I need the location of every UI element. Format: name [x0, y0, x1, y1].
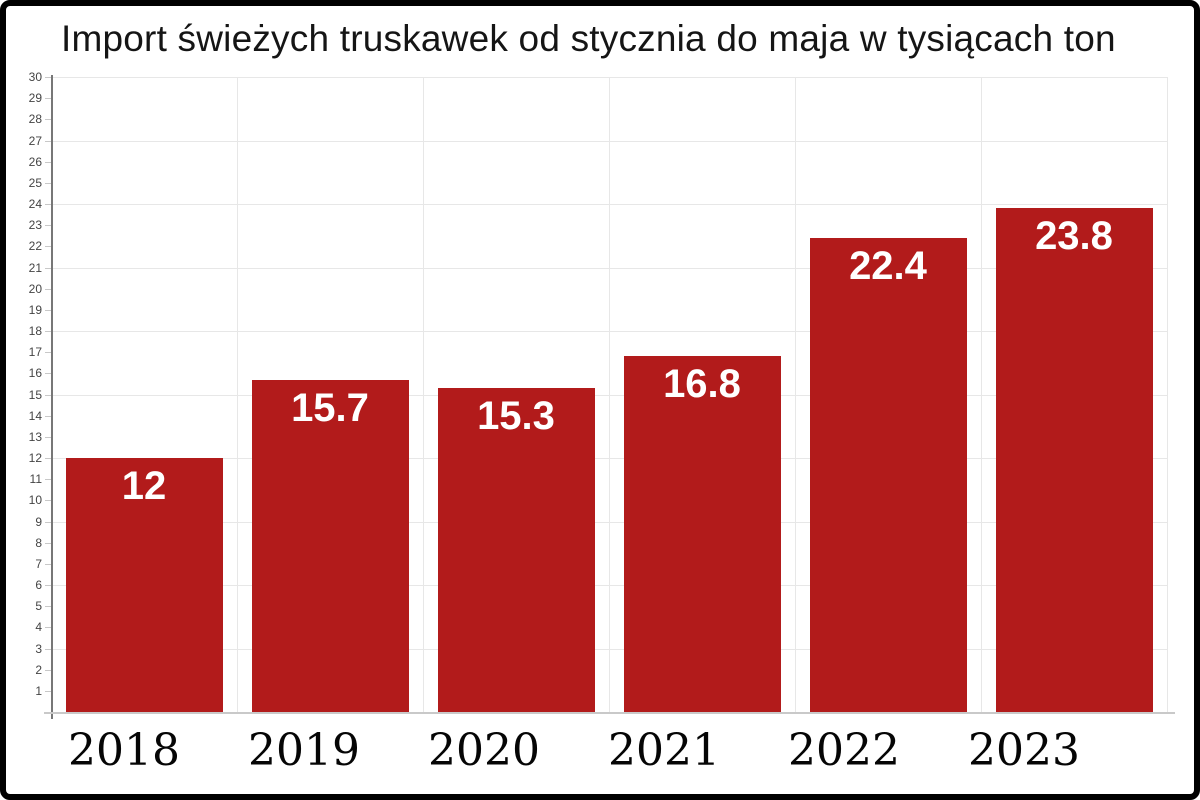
y-tick-label: 11 — [29, 472, 42, 487]
y-tick-label: 27 — [28, 133, 42, 148]
y-tick-label: 1 — [35, 683, 42, 698]
y-tick — [45, 415, 51, 417]
y-tick-label: 29 — [28, 91, 42, 106]
bar-value-label: 15.7 — [291, 385, 369, 430]
bar-2021 — [623, 356, 781, 712]
v-gridline — [1167, 77, 1168, 712]
bar-2018 — [65, 458, 223, 712]
y-tick — [45, 77, 51, 78]
y-tick-label: 10 — [28, 493, 42, 508]
bar-2019 — [251, 379, 409, 712]
y-tick — [45, 204, 51, 205]
y-tick — [45, 458, 51, 459]
v-gridline — [423, 77, 424, 712]
x-tick-label-2018: 2018 — [68, 725, 180, 776]
x-axis-labels: 2018 2019 2020 2021 2022 2023 — [34, 720, 1114, 790]
y-tick — [45, 500, 51, 502]
y-tick — [45, 331, 51, 332]
bar-2023 — [995, 208, 1153, 712]
y-tick-label: 25 — [28, 175, 42, 190]
y-tick — [45, 309, 51, 311]
y-tick-label: 22 — [28, 239, 42, 254]
y-tick — [45, 690, 51, 692]
x-axis-line — [44, 712, 1175, 714]
v-gridline — [981, 77, 982, 712]
y-tick-label: 20 — [28, 281, 42, 296]
v-gridline — [237, 77, 238, 712]
y-tick — [45, 225, 51, 227]
y-tick — [45, 585, 51, 586]
y-tick-label: 21 — [28, 260, 42, 275]
y-tick-label: 19 — [28, 302, 42, 317]
y-tick-label: 14 — [28, 408, 42, 423]
y-tick-label: 9 — [35, 514, 42, 529]
y-tick — [45, 521, 51, 523]
x-tick-label-2019: 2019 — [248, 725, 360, 776]
x-tick-label-2020: 2020 — [428, 725, 540, 776]
y-tick — [45, 627, 51, 629]
y-tick-label: 12 — [28, 451, 42, 465]
x-tick-label-2023: 2023 — [968, 725, 1080, 776]
y-tick-label: 6 — [35, 578, 42, 592]
x-tick-label-2021: 2021 — [608, 725, 720, 776]
y-tick-label: 26 — [28, 154, 42, 169]
y-axis-line — [51, 75, 53, 719]
y-tick-label: 15 — [28, 387, 42, 402]
y-tick — [45, 161, 51, 163]
y-tick-label: 16 — [28, 366, 42, 381]
chart-title: Import świeżych truskawek od stycznia do… — [61, 18, 1116, 59]
y-tick — [45, 98, 51, 100]
y-tick — [45, 563, 51, 565]
y-tick — [45, 606, 51, 608]
bar-value-label: 16.8 — [663, 362, 741, 407]
y-tick-label: 30 — [28, 70, 42, 84]
plot-area: 1 2 3 4 5 6 7 8 9 10 11 12 13 14 15 16 17 18 19 20 21 22 23 24 2… — [6, 6, 1194, 794]
y-tick-label: 28 — [28, 112, 42, 127]
v-gridline — [795, 77, 796, 712]
bar-2020 — [437, 388, 595, 712]
y-tick — [45, 182, 51, 184]
y-tick-label: 3 — [35, 641, 42, 656]
bar-2022 — [809, 237, 967, 712]
y-tick — [45, 119, 51, 121]
y-tick-label: 17 — [28, 345, 42, 360]
x-tick-label-2022: 2022 — [788, 725, 900, 776]
y-tick — [45, 648, 51, 650]
y-tick-label: 7 — [35, 556, 42, 571]
y-tick-label: 24 — [28, 197, 42, 211]
y-tick — [45, 288, 51, 290]
y-tick-label: 13 — [28, 429, 42, 444]
y-tick — [45, 267, 51, 269]
y-tick — [45, 140, 51, 142]
v-gridline — [609, 77, 610, 712]
bar-value-label: 23.8 — [1035, 214, 1113, 259]
y-tick-label: 23 — [28, 218, 42, 233]
y-tick-label: 4 — [35, 620, 42, 635]
y-tick — [45, 669, 51, 671]
y-tick — [45, 246, 51, 248]
y-tick — [45, 352, 51, 354]
y-tick-label: 18 — [28, 324, 42, 338]
bar-value-label: 15.3 — [477, 394, 555, 439]
y-tick — [45, 394, 51, 396]
y-tick-label: 8 — [35, 535, 42, 550]
y-tick — [45, 436, 51, 438]
bar-value-label: 22.4 — [849, 243, 927, 288]
y-tick — [45, 542, 51, 544]
y-tick — [45, 373, 51, 375]
y-tick-label: 2 — [35, 662, 42, 677]
y-tick-label: 5 — [35, 599, 42, 614]
y-tick — [45, 479, 51, 481]
bar-value-label: 12 — [121, 464, 167, 508]
